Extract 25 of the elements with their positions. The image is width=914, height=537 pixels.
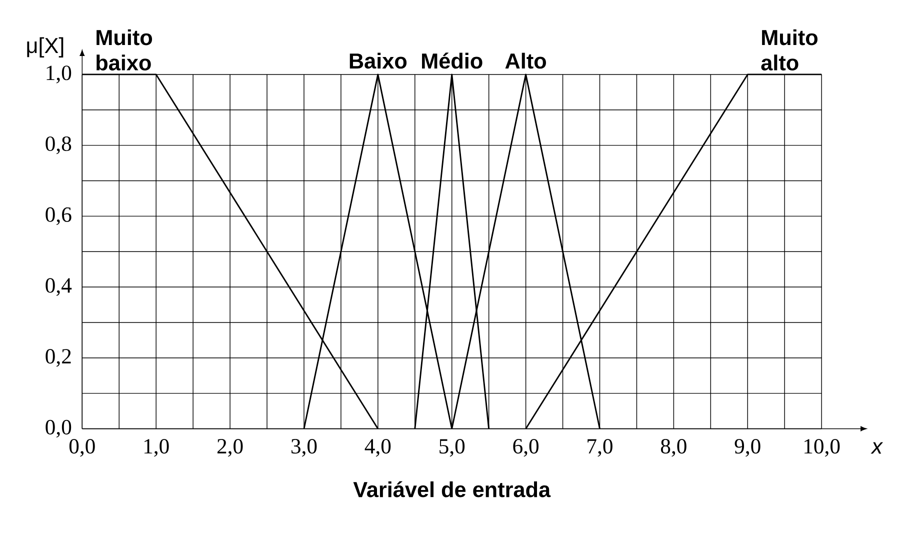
x-tick-label: 5,0 bbox=[440, 439, 465, 457]
text: x bbox=[870, 442, 884, 454]
x-axis-title: Variável de entrada bbox=[353, 481, 551, 498]
x-tick-label: 3,0 bbox=[291, 439, 317, 457]
series-label: Médio bbox=[422, 52, 482, 69]
x-tick-label: 7,0 bbox=[588, 439, 612, 457]
x-tick-label: 8,0 bbox=[660, 439, 686, 457]
x-tick-label: 9,0 bbox=[734, 439, 760, 457]
x-tick-label: 1,0 bbox=[144, 439, 169, 457]
y-tick-label: 0,0 bbox=[46, 420, 72, 438]
x-tick-label: 0,0 bbox=[69, 439, 95, 457]
series-label: Alto bbox=[505, 52, 546, 69]
x-tick-label: 4,0 bbox=[364, 439, 391, 457]
series-label: Baixo bbox=[350, 52, 407, 69]
legend-label: Muito baixo bbox=[96, 30, 152, 71]
y-tick-label: 0,8 bbox=[46, 136, 72, 154]
y-tick-label: 0,6 bbox=[46, 208, 72, 226]
x-tick-label: 6,0 bbox=[513, 439, 539, 457]
y-axis-title: μ[X] bbox=[27, 37, 64, 58]
x-tick-label: 2,0 bbox=[217, 439, 243, 457]
series-label: Muito alto bbox=[761, 30, 818, 71]
y-tick-label: 0,4 bbox=[46, 278, 72, 296]
y-tick-label: 0,2 bbox=[46, 349, 71, 367]
y-tick-label: 1,0 bbox=[46, 66, 72, 84]
x-tick-label: 10,0 bbox=[804, 439, 840, 457]
